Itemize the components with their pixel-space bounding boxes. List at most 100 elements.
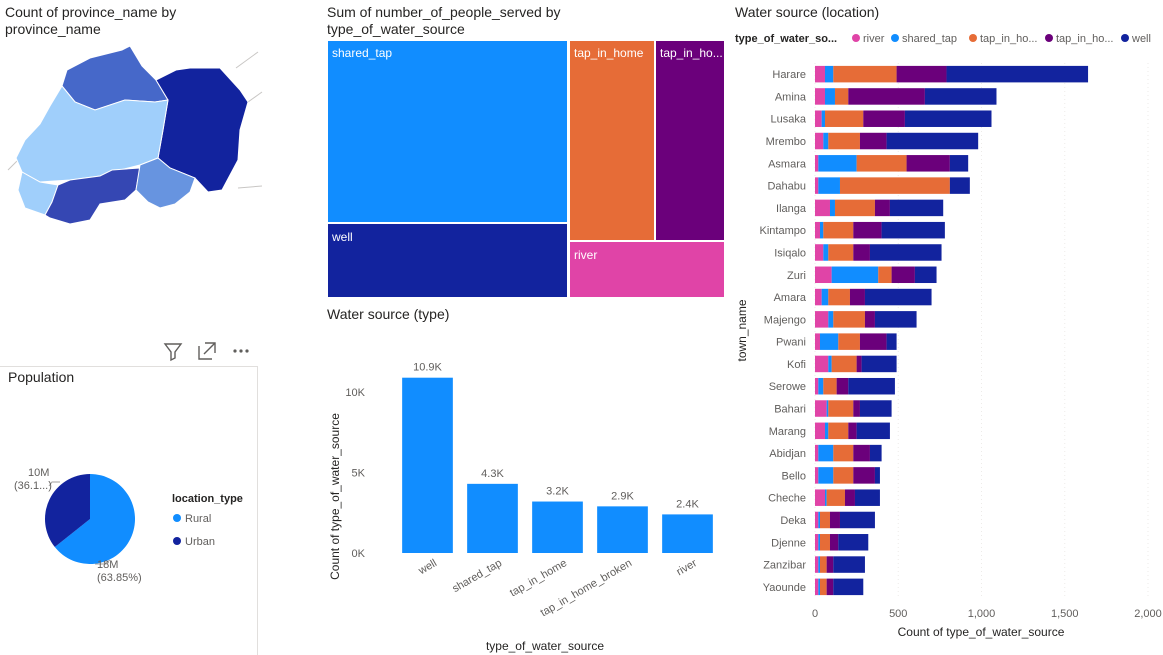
bar-segment-tap_in_home[interactable]	[828, 422, 849, 440]
treemap-tile-tap-in-home[interactable]	[568, 39, 656, 242]
bar-segment-tap_in_home_broken[interactable]	[853, 244, 870, 261]
bar-segment-well[interactable]	[874, 311, 917, 328]
bar-segment-well[interactable]	[854, 489, 880, 506]
bar-segment-river[interactable]	[815, 444, 819, 462]
bar-segment-tap_in_home_broken[interactable]	[896, 65, 947, 83]
bar-segment-tap_in_home[interactable]	[838, 333, 860, 350]
bar-segment-tap_in_home[interactable]	[824, 110, 864, 127]
bar-segment-river[interactable]	[815, 534, 819, 551]
bar-tap_in_home[interactable]	[532, 501, 583, 553]
bar-segment-tap_in_home[interactable]	[823, 221, 854, 239]
bar-segment-tap_in_home_broken[interactable]	[859, 132, 887, 150]
legend-label-tap_in_home_broken[interactable]: tap_in_ho...	[1056, 33, 1114, 45]
bar-segment-tap_in_home[interactable]	[833, 311, 865, 328]
bar-segment-tap_in_home_broken[interactable]	[863, 110, 905, 127]
bar-segment-shared_tap[interactable]	[818, 155, 857, 172]
water-source-location-stacked-bar-chart[interactable]: 0 500 1,000 1,500 2,000 type_of_water_so... ri…	[730, 0, 1163, 655]
bar-segment-well[interactable]	[904, 110, 992, 127]
bar-segment-shared_tap[interactable]	[818, 511, 820, 529]
bar-segment-shared_tap[interactable]	[828, 311, 834, 328]
bar-segment-river[interactable]	[815, 355, 829, 373]
bar-segment-well[interactable]	[889, 199, 944, 217]
bar-segment-tap_in_home[interactable]	[833, 467, 854, 484]
bar-segment-shared_tap[interactable]	[828, 355, 832, 373]
bar-segment-tap_in_home[interactable]	[839, 177, 950, 194]
bar-segment-shared_tap[interactable]	[824, 65, 834, 83]
bar-segment-river[interactable]	[815, 288, 822, 306]
bar-segment-well[interactable]	[869, 244, 942, 261]
bar-segment-tap_in_home_broken[interactable]	[826, 556, 834, 573]
bar-segment-tap_in_home[interactable]	[856, 155, 907, 172]
water-source-type-bar-chart[interactable]: 0K 5K 10K Count of type_of_water_source 10.9…	[320, 300, 730, 655]
bar-segment-shared_tap[interactable]	[818, 556, 820, 573]
bar-segment-well[interactable]	[881, 221, 945, 239]
bar-segment-shared_tap[interactable]	[819, 221, 824, 239]
legend-label-rural[interactable]: Rural	[185, 513, 211, 525]
bar-segment-tap_in_home_broken[interactable]	[826, 578, 834, 596]
bar-segment-river[interactable]	[815, 199, 830, 217]
bar-segment-tap_in_home[interactable]	[834, 199, 875, 217]
bar-segment-river[interactable]	[815, 110, 822, 127]
filter-icon[interactable]	[162, 340, 184, 362]
bar-segment-shared_tap[interactable]	[819, 333, 839, 350]
bar-segment-river[interactable]	[815, 333, 820, 350]
legend-label-river[interactable]: river	[863, 33, 885, 45]
bar-segment-river[interactable]	[815, 556, 819, 573]
province-region[interactable]	[44, 167, 141, 225]
bar-segment-tap_in_home_broken[interactable]	[859, 333, 887, 350]
bar-segment-tap_in_home_broken[interactable]	[856, 355, 862, 373]
province-region[interactable]	[61, 45, 169, 111]
bar-segment-tap_in_home_broken[interactable]	[829, 534, 839, 551]
bar-segment-well[interactable]	[839, 511, 875, 529]
bar-segment-shared_tap[interactable]	[818, 467, 834, 484]
legend-label-urban[interactable]: Urban	[185, 536, 215, 548]
bar-segment-shared_tap[interactable]	[818, 578, 820, 596]
bar-segment-tap_in_home_broken[interactable]	[844, 489, 855, 506]
bar-segment-tap_in_home_broken[interactable]	[853, 467, 875, 484]
bar-segment-tap_in_home_broken[interactable]	[906, 155, 950, 172]
bar-segment-shared_tap[interactable]	[818, 444, 834, 462]
bar-segment-tap_in_home[interactable]	[828, 244, 854, 261]
bar-segment-tap_in_home[interactable]	[819, 534, 830, 551]
bar-segment-river[interactable]	[815, 88, 825, 105]
bar-segment-tap_in_home[interactable]	[828, 288, 850, 306]
bar-segment-well[interactable]	[949, 155, 969, 172]
bar-segment-tap_in_home_broken[interactable]	[848, 88, 925, 105]
bar-segment-river[interactable]	[815, 467, 819, 484]
legend-label-well[interactable]: well	[1131, 33, 1151, 45]
bar-segment-river[interactable]	[815, 377, 819, 395]
bar-segment-river[interactable]	[815, 155, 819, 172]
bar-segment-well[interactable]	[859, 400, 892, 417]
bar-segment-well[interactable]	[838, 534, 869, 551]
bar-segment-well[interactable]	[924, 88, 997, 105]
bar-segment-river[interactable]	[815, 65, 825, 83]
bar-segment-tap_in_home[interactable]	[819, 511, 830, 529]
bar-segment-tap_in_home_broken[interactable]	[849, 288, 865, 306]
bar-segment-tap_in_home_broken[interactable]	[829, 511, 840, 529]
bar-segment-tap_in_home_broken[interactable]	[836, 377, 849, 395]
bar-segment-river[interactable]	[815, 221, 820, 239]
bar-segment-well[interactable]	[886, 333, 897, 350]
bar-segment-shared_tap[interactable]	[818, 534, 820, 551]
bar-segment-shared_tap[interactable]	[823, 132, 829, 150]
bar-segment-tap_in_home[interactable]	[819, 556, 827, 573]
bar-segment-well[interactable]	[949, 177, 970, 194]
bar-segment-well[interactable]	[874, 467, 880, 484]
bar-segment-tap_in_home_broken[interactable]	[864, 311, 875, 328]
pie-slice-rural[interactable]	[54, 474, 136, 564]
bar-segment-shared_tap[interactable]	[824, 489, 827, 506]
bar-shared_tap[interactable]	[467, 483, 518, 553]
treemap-tile-tap-in-home-broken[interactable]	[654, 39, 726, 242]
bar-well[interactable]	[402, 377, 453, 553]
treemap-chart[interactable]: shared_tap tap_in_home tap_in_ho... well…	[320, 38, 730, 303]
pie-slice-urban[interactable]	[45, 474, 90, 548]
bar-segment-tap_in_home[interactable]	[823, 377, 837, 395]
province-region[interactable]	[135, 157, 196, 209]
bar-segment-tap_in_home[interactable]	[828, 400, 854, 417]
bar-segment-tap_in_home_broken[interactable]	[853, 444, 870, 462]
bar-segment-tap_in_home_broken[interactable]	[853, 400, 860, 417]
focus-mode-icon[interactable]	[196, 340, 218, 362]
population-pie-chart[interactable]: 18M(63.85%) 10M(36.1...) location_type Rura…	[0, 394, 258, 654]
bar-segment-well[interactable]	[833, 578, 864, 596]
bar-segment-tap_in_home_broken[interactable]	[848, 422, 857, 440]
